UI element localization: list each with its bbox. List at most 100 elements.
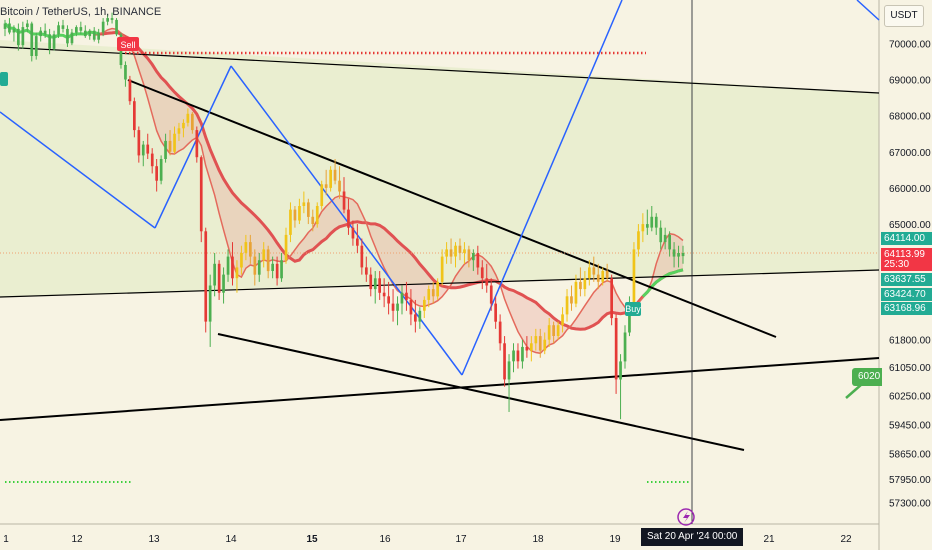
zigzag-line	[154, 65, 232, 229]
zigzag-line	[856, 0, 880, 21]
candle-body	[271, 263, 274, 271]
candle-body	[472, 253, 475, 261]
x-tick-label: 21	[763, 534, 775, 545]
candle-body	[284, 234, 288, 261]
candle-body	[637, 231, 640, 250]
candle-body	[253, 256, 257, 275]
sell-signal-badge	[117, 37, 139, 51]
candle-body	[159, 159, 163, 181]
currency-button[interactable]: USDT	[884, 5, 924, 27]
candle-body	[329, 169, 332, 188]
candle-body	[84, 30, 87, 37]
candle-body	[124, 65, 127, 80]
candle-body	[356, 238, 359, 246]
candle-body	[106, 18, 109, 22]
candle-body	[217, 263, 221, 293]
candle-body	[565, 296, 569, 315]
price-label-last: 64114.00	[881, 232, 932, 245]
candle-body	[97, 32, 100, 40]
zigzag-line	[461, 0, 623, 376]
candle-body	[39, 30, 42, 37]
candle-body	[588, 267, 591, 279]
candle-body	[677, 253, 680, 257]
candle-body	[249, 242, 252, 257]
candle-body	[614, 318, 618, 380]
candle-body	[405, 292, 408, 300]
candle-body	[378, 278, 381, 293]
candle-body	[275, 263, 279, 279]
crosshair-time-label: Sat 20 Apr '24 00:00	[641, 528, 744, 546]
candle-body	[467, 249, 471, 261]
upper-resistance-line	[0, 46, 880, 94]
candle-body	[650, 216, 654, 228]
candle-body	[320, 184, 324, 206]
ma-slow-line	[94, 30, 684, 331]
candle-body	[128, 79, 132, 102]
candle-body	[507, 361, 511, 380]
candle-body	[561, 314, 564, 326]
candle-body	[115, 19, 118, 35]
candle-body	[663, 234, 667, 243]
price-label-ma1: 63637.55	[881, 273, 932, 286]
candle-body	[262, 249, 266, 261]
y-tick-label: 65000.00	[889, 220, 931, 231]
x-tick-label: 19	[609, 534, 621, 545]
candle-body	[222, 274, 225, 293]
candle-body	[226, 256, 230, 275]
candle-body	[141, 144, 145, 156]
buy-signal-label: Buy	[625, 304, 641, 314]
candle-body	[525, 346, 529, 351]
price-label-ma2: 63424.70	[881, 288, 932, 301]
x-tick-label: 1	[3, 534, 9, 545]
candle-body	[574, 281, 578, 304]
buy-signal-badge-left	[0, 72, 8, 86]
candle-body	[70, 32, 74, 44]
candle-body	[498, 321, 502, 344]
candle-body	[191, 113, 194, 131]
channel-upper-line	[127, 79, 777, 338]
candle-body	[182, 122, 185, 129]
candle-body	[52, 34, 56, 49]
rising-support-line	[0, 357, 880, 421]
ma-green-start	[3, 22, 99, 40]
candle-body	[547, 325, 551, 340]
candle-body	[110, 18, 114, 20]
candle-body	[646, 224, 649, 228]
y-tick-label: 66000.00	[889, 184, 931, 195]
candle-body	[610, 278, 613, 319]
candle-body	[681, 253, 685, 257]
candle-body	[659, 227, 663, 243]
candle-body	[454, 245, 457, 257]
candle-body	[311, 216, 315, 224]
candle-body	[592, 267, 596, 275]
green-zone	[0, 40, 879, 297]
candle-body	[266, 249, 270, 272]
candle-body	[208, 285, 212, 322]
candle-body	[369, 274, 373, 290]
candle-body	[257, 260, 261, 275]
candle-body	[43, 30, 47, 35]
candle-body	[231, 256, 234, 279]
candle-body	[619, 361, 622, 380]
candle-body	[333, 169, 337, 181]
price-label-current: 64113.99	[881, 248, 932, 261]
candle-body	[79, 27, 83, 31]
candle-body	[668, 234, 671, 250]
candle-body	[440, 256, 444, 282]
candle-body	[414, 314, 417, 322]
candle-body	[494, 303, 497, 322]
candle-body	[382, 292, 386, 297]
candle-body	[579, 281, 582, 290]
y-tick-label: 58650.00	[889, 450, 931, 461]
candle-body	[632, 249, 636, 304]
candle-body	[503, 343, 506, 380]
candle-body	[530, 343, 533, 351]
candle-body	[280, 260, 283, 279]
candle-body	[489, 285, 493, 304]
candle-body	[3, 23, 7, 29]
candle-body	[365, 267, 368, 275]
candle-body	[409, 299, 413, 315]
candle-body	[244, 242, 248, 253]
